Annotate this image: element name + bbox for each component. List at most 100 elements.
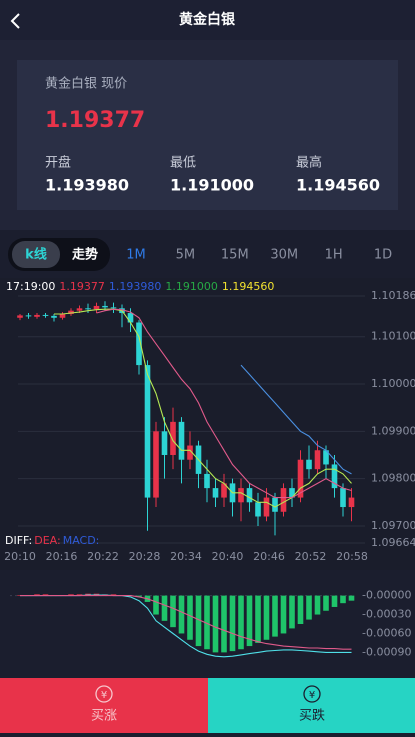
candle-body	[68, 310, 74, 314]
candle-body	[331, 464, 338, 489]
mode-tab[interactable]: k线	[25, 247, 47, 263]
macd-bar	[340, 595, 346, 604]
candle-body	[110, 307, 117, 309]
candle-body	[238, 488, 244, 503]
macd-bar	[68, 594, 74, 596]
candle-body	[187, 445, 193, 460]
macd-bar	[170, 595, 176, 628]
candle-body	[204, 473, 210, 489]
candle-body	[323, 450, 329, 465]
info-value: 1.19377	[59, 280, 105, 293]
y-tick-label: 1.09900	[371, 424, 415, 437]
candle-body	[59, 313, 66, 318]
macd-bar	[153, 595, 159, 615]
mode-active-bg	[12, 241, 60, 268]
candle-body	[25, 315, 32, 317]
candle-body	[314, 450, 321, 470]
x-tick-label: 20:58	[336, 550, 368, 563]
period-tab[interactable]: 5M	[176, 248, 196, 263]
candle-body	[42, 314, 49, 316]
x-tick-label: 20:46	[253, 550, 285, 563]
candle-body	[51, 315, 57, 318]
header-bar	[0, 0, 415, 40]
macd-bar	[306, 595, 312, 620]
candle-body	[348, 497, 355, 508]
candle-body	[93, 305, 100, 310]
y-tick-label: -0.00090	[362, 645, 411, 658]
macd-bar	[76, 594, 83, 596]
yuan-icon	[303, 685, 321, 703]
y-tick-label: 1.09664	[371, 536, 415, 549]
candle-body	[153, 431, 159, 498]
stat-value: 1.193980	[45, 176, 129, 195]
macd-bar	[212, 595, 219, 653]
period-tab[interactable]: 1H	[325, 248, 343, 263]
info-value: 17:19:00	[6, 280, 55, 293]
indicator-line	[96, 308, 352, 499]
candle-body	[340, 488, 346, 508]
candle-body	[306, 459, 312, 470]
macd-bar	[204, 595, 210, 650]
buy-up-label: 买涨	[91, 709, 117, 724]
quote-card	[17, 60, 398, 210]
buy-up-button[interactable]	[0, 678, 208, 733]
period-tab[interactable]: 1D	[374, 248, 392, 263]
yuan-icon-glyph: ¥	[309, 690, 315, 701]
header-title: 黄金白银	[179, 11, 236, 28]
candle-body	[136, 322, 142, 366]
kline-info: 17:19:00 1.19377 1.193980 1.191000 1.194560	[6, 280, 274, 293]
y-tick-label: 1.09700	[371, 519, 415, 532]
mode-tab[interactable]: 走势	[72, 247, 98, 263]
y-tick-label: -0.00060	[362, 626, 411, 639]
macd-bar	[272, 595, 278, 637]
candle-body	[17, 315, 23, 318]
candle-body	[34, 314, 40, 317]
x-tick-label: 20:28	[129, 550, 161, 563]
candle-body	[102, 305, 108, 308]
macd-label: MACD:	[63, 534, 100, 547]
macd-bar	[110, 594, 117, 596]
macd-bar	[297, 595, 304, 624]
indicator-line	[54, 308, 352, 508]
x-tick-label: 20:40	[212, 550, 244, 563]
info-value: 1.193980	[109, 280, 162, 293]
macd-bar	[178, 595, 185, 634]
candle-body	[263, 497, 270, 517]
x-tick-label: 20:52	[295, 550, 327, 563]
y-tick-label: -0.00030	[362, 608, 411, 621]
kline-area	[0, 278, 415, 570]
candle-body	[144, 365, 151, 498]
macd-bar	[348, 595, 355, 601]
indicator-line	[240, 364, 352, 475]
y-tick-label: 1.10186	[371, 289, 415, 302]
macd-bar	[255, 595, 261, 643]
macd-bar	[246, 595, 253, 647]
yuan-icon	[95, 685, 113, 703]
back-button[interactable]	[10, 13, 20, 29]
macd-bar	[229, 595, 236, 652]
stat-label: 最低	[170, 156, 196, 171]
period-tab[interactable]: 1M	[126, 248, 146, 263]
macd-bar	[314, 595, 321, 615]
candle-body	[272, 497, 278, 512]
macd-bar	[280, 595, 287, 634]
period-tab[interactable]: 30M	[270, 248, 298, 263]
macd-bar	[42, 594, 49, 596]
stat-label: 开盘	[45, 155, 71, 171]
macd-bar	[331, 595, 338, 607]
macd-label: DIFF:	[5, 534, 32, 547]
period-tab[interactable]: 15M	[221, 248, 249, 263]
macd-legend: DIFF: DEA: MACD:	[5, 534, 99, 547]
y-tick-label: -0.00000	[362, 589, 411, 602]
y-tick-label: 1.10100	[371, 330, 415, 343]
macd-bar	[238, 595, 244, 650]
stat-value: 1.191000	[170, 176, 254, 195]
macd-bar	[221, 595, 227, 653]
candle-body	[170, 421, 176, 455]
buy-down-button[interactable]	[208, 678, 415, 733]
x-tick-label: 20:22	[87, 550, 119, 563]
macd-label: DEA:	[34, 534, 60, 547]
candle-body	[289, 488, 295, 498]
yuan-icon-glyph: ¥	[101, 690, 107, 701]
